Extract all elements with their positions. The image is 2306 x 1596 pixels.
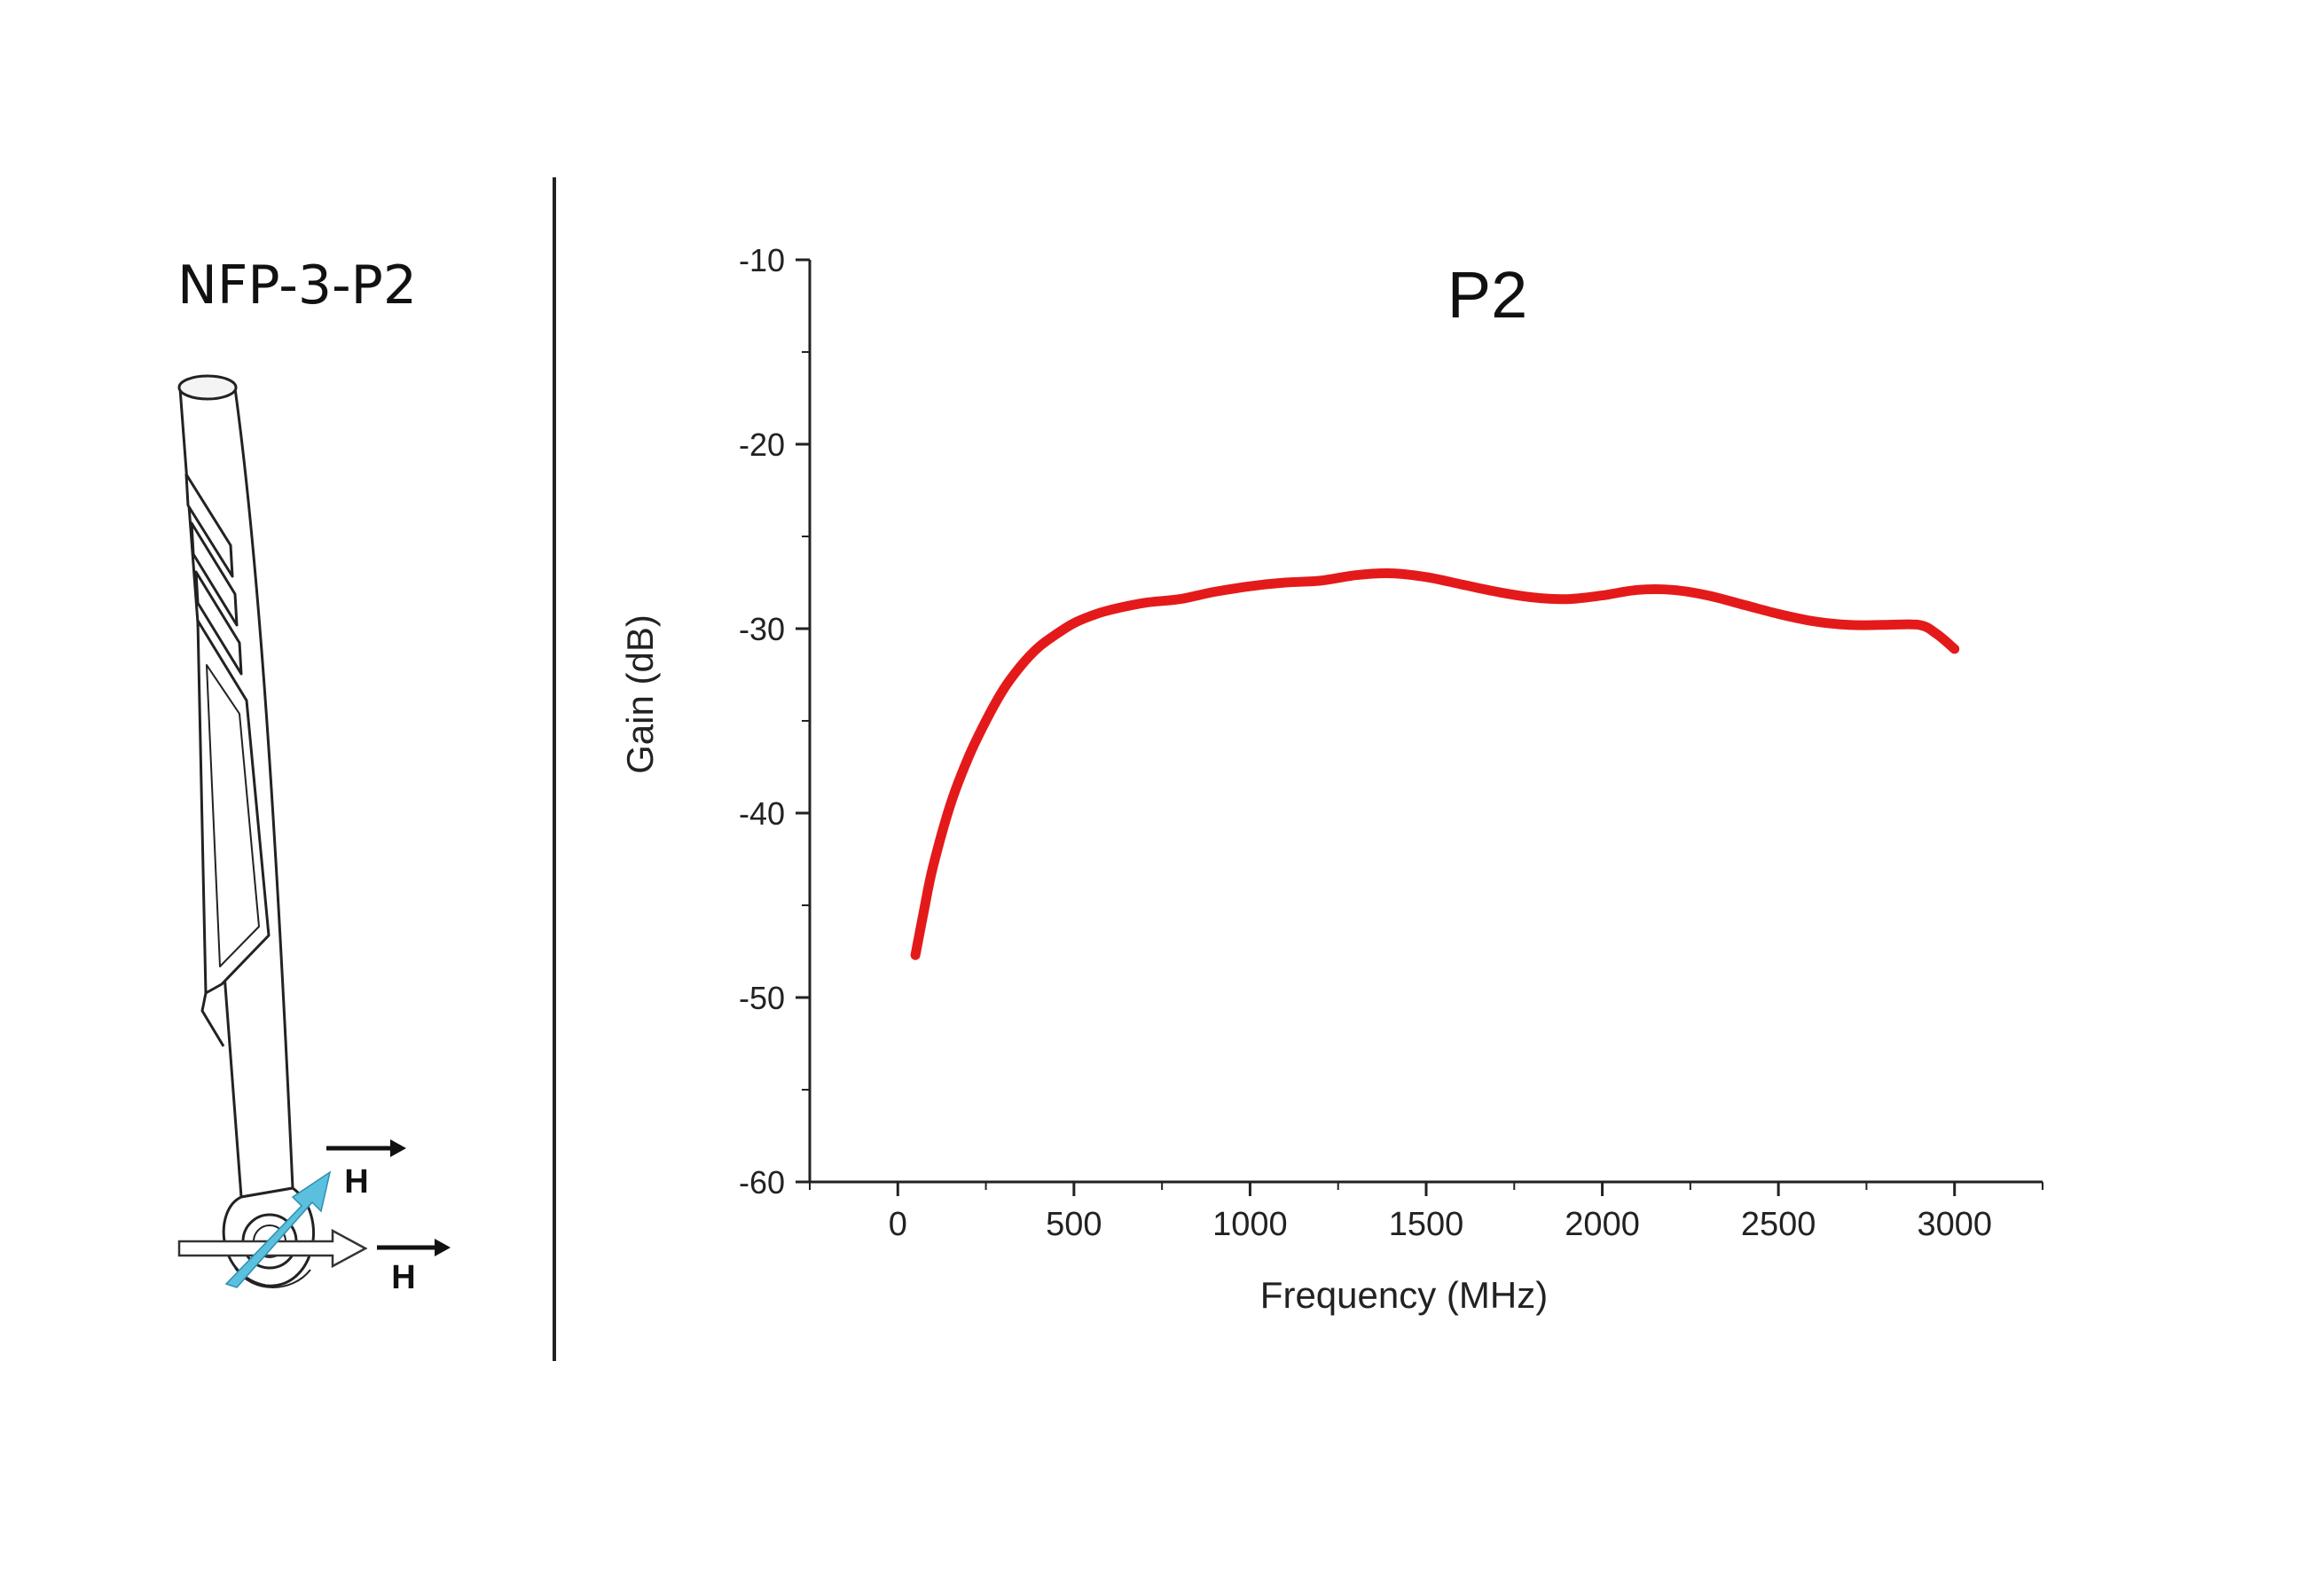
cyan-arrow-icon	[224, 1170, 332, 1288]
y-tick-label: -60	[739, 1164, 785, 1201]
x-tick-label: 2500	[1741, 1206, 1816, 1243]
series-line-gain	[910, 568, 1960, 960]
x-tick-label: 0	[889, 1206, 907, 1243]
field-arrow-diagonal	[224, 1170, 332, 1288]
y-tick-label: -10	[739, 242, 785, 278]
x-tick-label: 1000	[1212, 1206, 1288, 1243]
y-tick-label: -30	[739, 611, 785, 647]
chart-title: P2	[1447, 258, 1528, 332]
probe-slot	[194, 570, 243, 676]
probe-notch	[200, 992, 225, 1047]
y-tick-label: -20	[739, 426, 785, 463]
probe-title: NFP-3-P2	[177, 254, 417, 317]
x-tick-label: 500	[1046, 1206, 1102, 1243]
y-ticks: -10 -20 -30 -40 -50 -60	[739, 242, 810, 1201]
series-layer	[910, 568, 1960, 960]
x-tick-label: 2000	[1565, 1206, 1640, 1243]
near-field-probe-icon	[177, 374, 315, 1288]
probe-slot	[184, 473, 234, 578]
gain-chart: P2 Frequency (MHz) Gain (dB) -10 -20 -30 -4…	[619, 242, 2043, 1316]
y-axis-label: Gain (dB)	[619, 614, 661, 774]
h-label: H	[391, 1259, 415, 1296]
probe-slot	[190, 521, 239, 627]
x-axis-label: Frequency (MHz)	[1260, 1274, 1548, 1316]
probe-panel: NFP-3-P2	[177, 254, 451, 1296]
h-field-bottom: H	[377, 1239, 451, 1296]
x-ticks: 0 500 1000 1500 2000 2500 3000	[809, 1182, 2043, 1243]
h-field-top: H	[326, 1139, 406, 1201]
probe-slot-inner	[206, 664, 260, 967]
x-tick-label: 3000	[1917, 1206, 1992, 1243]
probe-top-cap	[177, 374, 238, 401]
x-tick-label: 1500	[1389, 1206, 1464, 1243]
y-tick-label: -50	[739, 980, 785, 1016]
h-label: H	[344, 1163, 368, 1201]
field-arrow-horizontal	[177, 1228, 368, 1269]
y-tick-label: -40	[739, 795, 785, 832]
